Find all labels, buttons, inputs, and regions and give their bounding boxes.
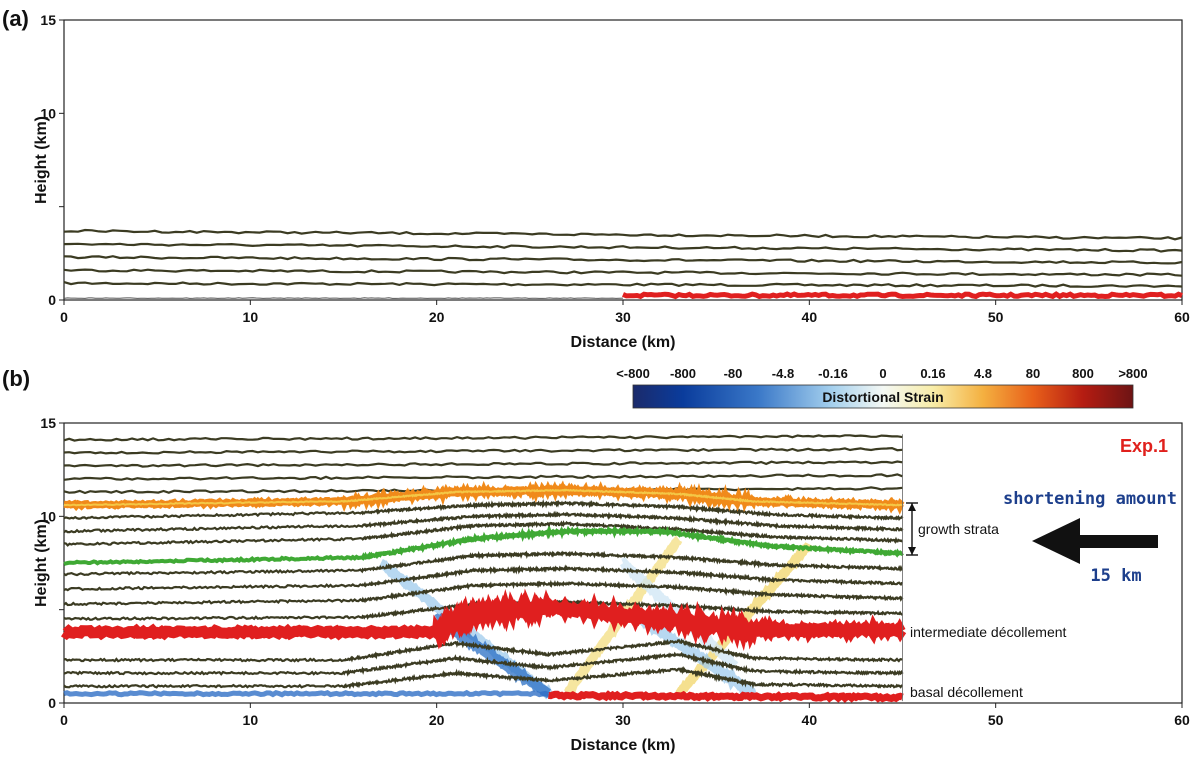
panel-b-x-tick-label: 30: [615, 712, 631, 728]
colorbar-gradient: [632, 384, 1134, 409]
panel-b-y-tick-label: 15: [40, 415, 56, 431]
panel-a-y-tick-label: 15: [40, 12, 56, 28]
panel-a-layer-line: [63, 281, 1183, 288]
panel-b-x-ticks: 0 10 20 30 40 50 60: [60, 703, 1190, 728]
colorbar-tick-label: >800: [1118, 366, 1147, 381]
colorbar-tick-label: -0.16: [818, 366, 848, 381]
colorbar-tick-label: -80: [724, 366, 743, 381]
panel-b-layer-line: [63, 446, 903, 455]
panel-b-layer-line: [63, 498, 904, 521]
colorbar-tick-label: -4.8: [772, 366, 794, 381]
panel-b-y-ticks: 0 10 15: [40, 415, 64, 711]
panel-b-x-tick-label: 40: [802, 712, 818, 728]
panel-b: (b) Distortional Strain <-800 -800 -80 -4.8…: [2, 366, 1190, 754]
panel-b-blue-basal-zone: [63, 689, 550, 698]
colorbar-tick-label: 0.16: [920, 366, 945, 381]
panel-b-layer-line: [63, 564, 903, 592]
panel-a-x-tick-label: 10: [243, 309, 259, 325]
panel-b-layer-line: [63, 579, 904, 607]
panel-a-x-tick-label: 60: [1174, 309, 1190, 325]
panel-a-x-axis-label: Distance (km): [571, 334, 676, 351]
panel-b-layer-line: [63, 520, 903, 547]
panel-b-y-axis-label: Height (km): [33, 519, 50, 607]
colorbar: Distortional Strain <-800 -800 -80 -4.8 -0.1…: [616, 366, 1148, 409]
panel-b-x-tick-label: 20: [429, 712, 445, 728]
panel-b-y-tick-label: 0: [48, 695, 56, 711]
panel-b-x-tick-label: 10: [243, 712, 259, 728]
colorbar-tick-label: -800: [670, 366, 696, 381]
panel-b-marks: [60, 434, 907, 703]
experiment-label: Exp.1: [1120, 436, 1168, 456]
panel-a-x-tick-label: 40: [802, 309, 818, 325]
panel-b-x-tick-label: 0: [60, 712, 68, 728]
panel-b-layer-line: [63, 460, 903, 468]
panel-b-label: (b): [2, 366, 30, 391]
panel-b-layer-line: [63, 638, 903, 663]
panel-a-layer-line: [63, 242, 1183, 253]
colorbar-tick-label: <-800: [616, 366, 650, 381]
panel-a-x-tick-label: 20: [429, 309, 445, 325]
colorbar-title: Distortional Strain: [822, 389, 943, 405]
panel-a-x-tick-label: 50: [988, 309, 1004, 325]
growth-strata-bracket: [906, 502, 918, 556]
panel-b-y-tick-label: 10: [40, 508, 56, 524]
panel-a-y-tick-label: 0: [48, 292, 56, 308]
panel-b-layer-line: [63, 651, 904, 677]
panel-b-layer-line: [63, 510, 904, 534]
panel-a-y-axis-label: Height (km): [33, 116, 50, 204]
colorbar-tick-labels: <-800 -800 -80 -4.8 -0.16 0 0.16 4.8 80 800 >800: [616, 366, 1147, 381]
basal-decollement-label: basal décollement: [910, 684, 1023, 700]
colorbar-tick-label: 4.8: [974, 366, 992, 381]
intermediate-decollement-label: intermediate décollement: [910, 624, 1067, 640]
panel-a-x-tick-label: 0: [60, 309, 68, 325]
panel-a-layer-line: [63, 268, 1183, 277]
colorbar-tick-label: 800: [1072, 366, 1094, 381]
panel-b-intermediate-decollement: [60, 588, 907, 651]
panel-b-layer-line: [63, 665, 903, 690]
panel-b-layer-line: [63, 550, 903, 577]
panel-b-x-tick-label: 60: [1174, 712, 1190, 728]
panel-a-y-ticks: 0 10 15: [40, 12, 64, 308]
panel-b-layer-line: [63, 473, 903, 481]
panel-a-basal-line: [63, 297, 624, 299]
panel-b-green-horizon: [63, 525, 904, 566]
panel-b-x-tick-label: 50: [988, 712, 1004, 728]
panel-b-x-axis-label: Distance (km): [571, 737, 676, 754]
panel-a-layer-line: [63, 255, 1183, 265]
shortening-arrow-icon: [1032, 518, 1158, 564]
panel-b-basal-decollement: [548, 690, 904, 703]
panel-b-orange-horizon-highlight: [63, 488, 903, 507]
panel-a-x-ticks: 0 10 20 30 40 50 60: [60, 300, 1190, 325]
colorbar-tick-label: 0: [879, 366, 886, 381]
panel-a-decollement-line: [622, 291, 1183, 300]
panel-a-marks: [63, 228, 1183, 300]
panel-a-label: (a): [2, 6, 29, 31]
panel-b-layer-line: [63, 434, 903, 442]
panel-a-layer-line: [63, 228, 1183, 241]
panel-a-x-tick-label: 30: [615, 309, 631, 325]
shortening-amount-value: 15 km: [1090, 566, 1141, 586]
colorbar-tick-label: 80: [1026, 366, 1040, 381]
growth-strata-label: growth strata: [918, 521, 999, 537]
panel-a-y-tick-label: 10: [40, 105, 56, 121]
panel-a: (a) 0 10 20 30 40 50 60 0 10 15 Distance (km) He…: [2, 6, 1190, 351]
shortening-amount-title: shortening amount: [1003, 489, 1177, 509]
